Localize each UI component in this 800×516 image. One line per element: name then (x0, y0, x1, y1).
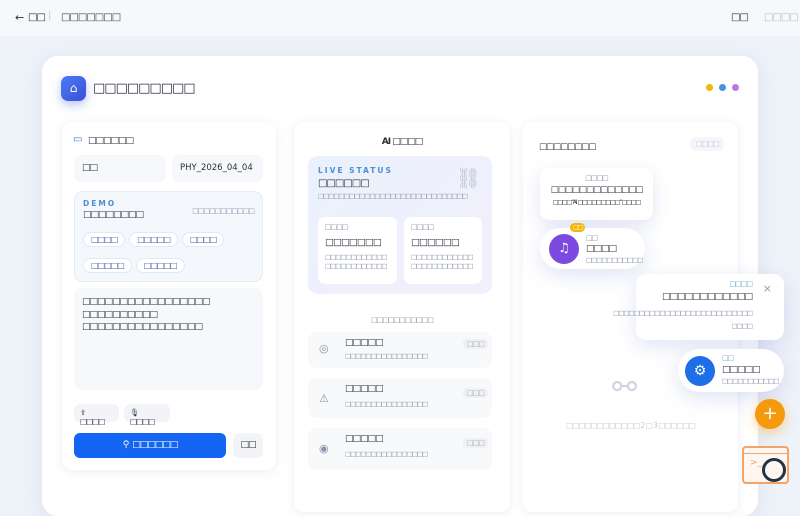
secondary-button[interactable]: □□ (233, 433, 263, 458)
status-card: □□□□ □□□□□□ □□□□□□□□□□□□□□□□□□□□□□□□ (404, 217, 482, 284)
dot-blue (719, 84, 726, 91)
status-card-desc: □□□□□□□□□□□□□□□□□□□□□□□□ (325, 253, 388, 270)
field-subject-value: □□ (82, 163, 98, 173)
status-card-title: □□□□□□ (411, 237, 460, 248)
step-desc: □□□□□□□□□□□□□□□□ (345, 352, 428, 360)
step-desc: □□□□□□□□□□□□□□□□ (345, 450, 428, 458)
page-title: □□□□□□□□□ (93, 81, 196, 96)
back-link[interactable]: □□ (28, 12, 46, 23)
music-badge: □□ (570, 223, 586, 232)
gear-icon: ⚙ (685, 356, 715, 386)
graph-empty-text: □□□□□□□□□□□□ 2 □ 3 □□□□□□ (566, 421, 696, 430)
status-card-label: □□□□ (325, 223, 348, 231)
music-label: □□ (586, 234, 598, 242)
step-badge: □□□ (463, 339, 488, 349)
chip[interactable]: □□□□ (182, 232, 225, 247)
upload-button[interactable]: ⇪ □□□□ (74, 404, 119, 426)
status-card: □□□□ □□□□□□□ □□□□□□□□□□□□□□□□□□□□□□□□ (318, 217, 397, 284)
notification-desc-2: □□□□ (731, 322, 753, 330)
step-desc: □□□□□□□□□□□□□□□□ (345, 400, 428, 408)
voice-label: □□□□ (130, 417, 155, 426)
field-code[interactable]: PHY_2026_04_04 (172, 155, 263, 182)
demo-tag: DEMO (83, 199, 117, 208)
top-right-link[interactable]: □□ (731, 12, 749, 23)
warning-icon: ⚠ (319, 392, 329, 405)
chip[interactable]: □□□□ (83, 232, 126, 247)
tooltip: □□□□ □□□□□□□□□□□□□ □□□□“AI □□□□□□□□□”□□□… (540, 168, 653, 220)
tooltip-title: □□□□□□□□□□□□□ (550, 185, 643, 195)
close-icon[interactable]: × (762, 282, 772, 295)
step-badge: □□□ (463, 438, 488, 448)
graph-panel-header: □□□□□□□□ (539, 142, 596, 152)
search-icon: ⚲ (122, 440, 130, 450)
top-right-secondary[interactable]: □□□□ (764, 12, 799, 23)
upload-label: □□□□ (80, 417, 105, 426)
step-title: □□□□□ (345, 338, 384, 348)
status-card-label: □□□□ (411, 223, 434, 231)
chip[interactable]: □□□□□ (135, 258, 185, 273)
textarea-line: □□□□□□□□□□□□□□□□ (82, 322, 203, 332)
upload-icon: ⇪ (80, 408, 87, 417)
search-label: □□□□□□ (132, 440, 178, 450)
settings-title: □□□□□ (722, 365, 761, 375)
microphone-icon: 🎙 (130, 408, 140, 417)
live-status-label: LIVE STATUS (318, 166, 393, 175)
divider: | (48, 10, 52, 21)
graph-share-icon: ⚯ (612, 370, 638, 405)
tooltip-label: □□□□ (585, 174, 608, 182)
step-title: □□□□□ (345, 384, 384, 394)
step-item[interactable]: ◉ □□□□□ □□□□□□□□□□□□□□□□ □□□ (308, 428, 492, 470)
search-button[interactable]: ⚲ □□□□□□ (74, 433, 226, 458)
demo-box: DEMO □□□□□□□□ □□□□□□□□□□□ □□□□ □□□□□ □□□□□… (74, 191, 263, 282)
live-status-title: □□□□□□ (318, 178, 370, 189)
settings-label: □□ (722, 354, 734, 362)
ai-panel-title: AI □□□□ (381, 137, 423, 147)
step-item[interactable]: ⚠ □□□□□ □□□□□□□□□□□□□□□□ □□□ (308, 378, 492, 418)
demo-meta: □□□□□□□□□□□ (192, 207, 255, 215)
dot-yellow (706, 84, 713, 91)
music-desc: □□□□□□□□□□□ (586, 256, 644, 264)
chip[interactable]: □□□□□ (129, 232, 179, 247)
notification: □□□□ □□□□□□□□□□□□ □□□□□□□□□□□□□□□□□□□□□□… (613, 274, 784, 340)
target-icon: ◉ (319, 442, 329, 455)
tooltip-desc: □□□□“AI □□□□□□□□□”□□□□ (552, 199, 642, 206)
dot-purple (732, 84, 739, 91)
music-icon: ♫ (549, 234, 579, 264)
voice-button[interactable]: 🎙 □□□□ (124, 404, 170, 426)
status-card-title: □□□□□□□ (325, 237, 382, 248)
music-title: □□□□ (586, 244, 617, 254)
logo-icon: >_ (742, 446, 789, 484)
input-panel-header: □□□□□□ (88, 136, 134, 146)
add-fab-button[interactable]: + (755, 399, 785, 429)
textarea-line: □□□□□□□□□□ (82, 309, 158, 320)
live-status-desc: □□□□□□□□□□□□□□□□□□□□□□□□□□□□□ (318, 192, 468, 200)
top-bar: ← □□ | □□□□□□□ □□ □□□□ (0, 0, 800, 36)
breadcrumb-title: □□□□□□□ (61, 12, 121, 23)
notification-title: □□□□□□□□□□□□ (661, 292, 753, 302)
step-item[interactable]: ◎ □□□□□ □□□□□□□□□□□□□□□□ □□□ (308, 332, 492, 368)
step-title: □□□□□ (345, 434, 384, 444)
settings-desc: □□□□□□□□□□□ (722, 377, 780, 385)
field-code-value: PHY_2026_04_04 (180, 163, 253, 173)
notification-desc: □□□□□□□□□□□□□□□□□□□□□□□□□□□ (613, 309, 753, 317)
music-pill[interactable]: ♫ □□ □□ □□□□ □□□□□□□□□□□ (540, 223, 645, 269)
chat-icon: ▭ (73, 134, 83, 145)
demo-title: □□□□□□□□ (83, 210, 144, 220)
question-textarea[interactable]: □□□□□□□□□□□□□□□□□ □□□□□□□□□□ □□□□□□□□□□□… (74, 288, 263, 390)
notification-label: □□□□ (729, 280, 753, 288)
network-icon: ⛓ (455, 166, 481, 190)
home-icon: ⌂ (61, 76, 86, 101)
back-arrow-icon[interactable]: ← (15, 11, 25, 24)
status-card-desc: □□□□□□□□□□□□□□□□□□□□□□□□ (411, 253, 474, 270)
textarea-line: □□□□□□□□□□□□□□□□□ (82, 297, 211, 307)
check-circle-icon: ◎ (319, 342, 329, 355)
steps-subtitle: □□□□□□□□□□□ (371, 316, 434, 324)
status-dots (706, 84, 739, 91)
settings-pill[interactable]: ⚙ □□ □□□□□ □□□□□□□□□□□ (678, 349, 784, 392)
chip[interactable]: □□□□□ (83, 258, 132, 273)
field-subject[interactable]: □□ (74, 155, 166, 182)
step-badge: □□□ (463, 388, 488, 398)
graph-panel-badge: □□□□ (690, 137, 725, 151)
